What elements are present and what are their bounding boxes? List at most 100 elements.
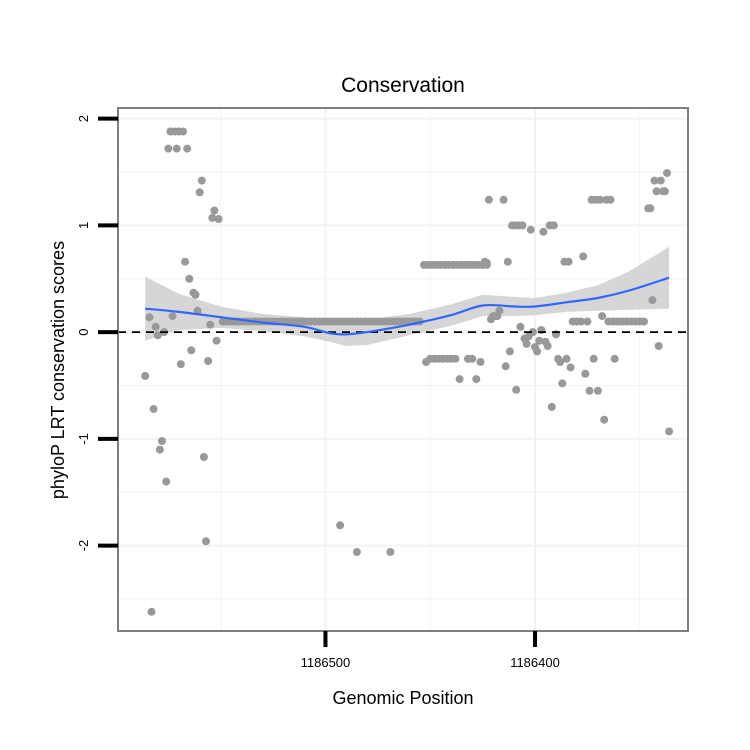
data-point (482, 258, 491, 267)
data-point (147, 607, 156, 616)
data-point (606, 195, 615, 204)
data-point (476, 358, 485, 366)
y-tick-label: 2 (76, 115, 91, 122)
data-point (600, 415, 609, 424)
data-point (652, 187, 661, 196)
data-point (577, 317, 586, 326)
data-point (179, 127, 187, 136)
data-point (646, 204, 655, 213)
data-point (656, 176, 665, 185)
data-point (151, 322, 160, 331)
data-point (650, 176, 659, 185)
data-point (214, 215, 223, 223)
data-point (212, 336, 221, 345)
data-point (183, 144, 192, 153)
data-point (556, 358, 565, 366)
data-point (181, 257, 190, 266)
data-point (585, 386, 594, 395)
data-point (168, 312, 177, 321)
data-point (185, 274, 194, 283)
data-point (484, 195, 493, 204)
chart-title: Conservation (341, 74, 465, 97)
data-point (566, 363, 575, 372)
data-point (596, 195, 604, 204)
data-point (202, 537, 210, 546)
data-point (581, 369, 590, 378)
data-point (654, 342, 663, 350)
data-point (176, 360, 185, 369)
data-point (640, 317, 648, 326)
data-point (495, 306, 504, 315)
x-tick-label: 1186400 (510, 655, 560, 670)
data-point (191, 290, 200, 299)
y-tick-label: 1 (76, 222, 91, 229)
data-point (468, 354, 477, 363)
data-point (660, 187, 669, 196)
data-point (141, 371, 150, 380)
grid-lines (118, 108, 688, 631)
data-point (199, 453, 208, 461)
data-point (648, 296, 657, 305)
data-point (153, 331, 162, 340)
data-point (451, 354, 460, 363)
data-points (141, 127, 674, 616)
data-point (472, 375, 481, 384)
data-point (206, 320, 215, 329)
smooth-line-layer (145, 276, 670, 336)
data-point (665, 427, 674, 436)
data-point (505, 347, 514, 356)
data-point (145, 313, 154, 322)
y-axis: 2 1 0 -1 -2 (76, 115, 118, 551)
data-point (503, 257, 512, 266)
data-point (558, 379, 567, 388)
data-point (162, 477, 171, 486)
data-point (598, 312, 607, 321)
y-tick-label: 0 (76, 328, 91, 335)
data-point (528, 328, 537, 337)
data-point (164, 144, 173, 153)
data-point (455, 375, 464, 384)
data-point (516, 322, 525, 331)
y-tick-label: -1 (76, 433, 91, 445)
y-tick-label: -2 (76, 540, 91, 552)
data-point (543, 342, 552, 350)
data-point (336, 521, 345, 530)
data-point (533, 347, 542, 356)
data-point (210, 206, 219, 215)
x-axis-label: Genomic Position (332, 688, 473, 708)
y-axis-label: phyloP LRT conservation scores (48, 241, 68, 499)
plot-border (117, 107, 689, 632)
x-axis: 1186500 1186400 (301, 631, 560, 670)
data-point (526, 225, 535, 234)
data-point (579, 252, 588, 261)
data-point (158, 437, 166, 445)
data-point (535, 336, 544, 345)
data-point (610, 354, 619, 363)
data-point (547, 402, 556, 411)
data-point (352, 548, 361, 556)
data-point (562, 354, 571, 363)
data-point (518, 221, 527, 230)
data-point (149, 405, 158, 413)
data-point (187, 346, 196, 355)
data-point (172, 144, 181, 153)
data-point (539, 227, 548, 236)
data-point (195, 188, 204, 197)
data-point (208, 213, 217, 222)
data-point (589, 354, 598, 363)
data-point (512, 385, 521, 394)
smooth-fit-line (145, 276, 670, 336)
data-point (549, 221, 558, 230)
x-tick-label: 1186500 (301, 655, 351, 670)
data-point (499, 195, 508, 204)
data-point (386, 548, 395, 556)
data-point (501, 362, 510, 371)
data-point (193, 306, 202, 315)
data-point (564, 257, 573, 266)
data-point (204, 357, 213, 365)
data-point (197, 176, 206, 185)
data-point (155, 445, 164, 454)
data-point (663, 169, 671, 178)
data-point (583, 317, 592, 326)
